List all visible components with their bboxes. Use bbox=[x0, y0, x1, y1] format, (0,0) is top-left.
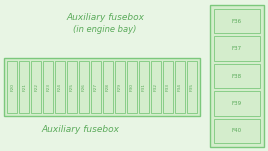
Text: F27: F27 bbox=[94, 83, 98, 91]
Text: Auxiliary fusebox: Auxiliary fusebox bbox=[41, 125, 119, 135]
Text: F30: F30 bbox=[130, 83, 134, 91]
Bar bbox=[31, 61, 42, 113]
Text: F22: F22 bbox=[34, 83, 38, 91]
Bar bbox=[115, 61, 125, 113]
Text: F40: F40 bbox=[232, 128, 242, 133]
Text: F28: F28 bbox=[106, 83, 110, 91]
Text: F26: F26 bbox=[82, 83, 86, 91]
Bar bbox=[187, 61, 197, 113]
Text: F24: F24 bbox=[58, 83, 62, 91]
Bar bbox=[214, 9, 260, 33]
Text: F25: F25 bbox=[70, 83, 74, 91]
Text: F31: F31 bbox=[142, 83, 146, 91]
Bar bbox=[139, 61, 149, 113]
Bar bbox=[174, 61, 185, 113]
Bar bbox=[163, 61, 173, 113]
Bar bbox=[214, 64, 260, 88]
Bar bbox=[19, 61, 29, 113]
Bar bbox=[127, 61, 137, 113]
Text: (in engine bay): (in engine bay) bbox=[73, 26, 137, 34]
Text: F36: F36 bbox=[232, 19, 242, 24]
Bar bbox=[210, 5, 264, 147]
Text: F23: F23 bbox=[46, 83, 50, 91]
Bar bbox=[214, 119, 260, 143]
Bar bbox=[91, 61, 101, 113]
Text: F35: F35 bbox=[190, 83, 194, 91]
Text: F38: F38 bbox=[232, 74, 242, 79]
Bar bbox=[103, 61, 113, 113]
Text: F21: F21 bbox=[22, 83, 26, 91]
Bar bbox=[67, 61, 77, 113]
Bar bbox=[7, 61, 17, 113]
Text: F29: F29 bbox=[118, 83, 122, 91]
Text: F37: F37 bbox=[232, 46, 242, 51]
Bar bbox=[43, 61, 53, 113]
Bar bbox=[4, 58, 200, 116]
Text: Auxiliary fusebox: Auxiliary fusebox bbox=[66, 13, 144, 22]
Text: F39: F39 bbox=[232, 101, 242, 106]
Bar bbox=[55, 61, 65, 113]
Text: F20: F20 bbox=[10, 83, 14, 91]
Text: F34: F34 bbox=[178, 83, 182, 91]
Text: F33: F33 bbox=[166, 83, 170, 91]
Text: F32: F32 bbox=[154, 83, 158, 91]
Bar bbox=[79, 61, 89, 113]
Bar bbox=[214, 91, 260, 116]
Bar bbox=[214, 36, 260, 61]
Bar bbox=[151, 61, 161, 113]
